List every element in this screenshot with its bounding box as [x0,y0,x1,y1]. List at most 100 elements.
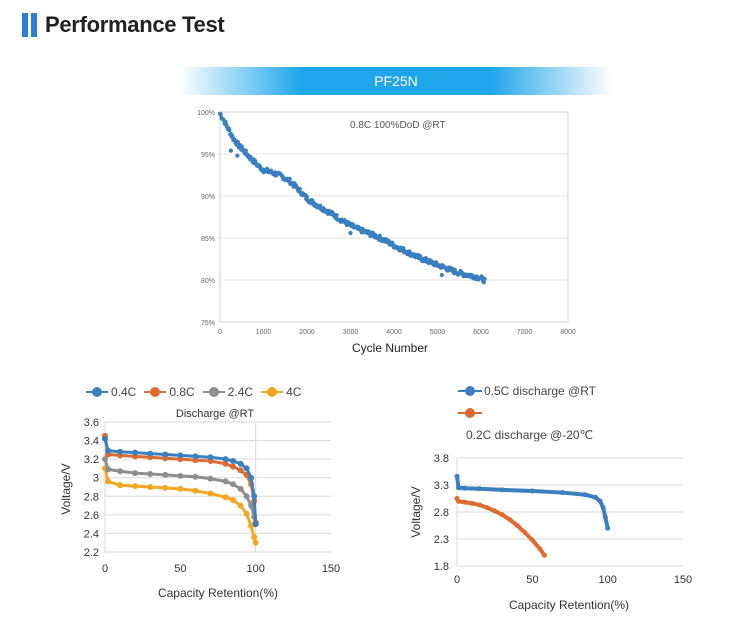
legend-marker [86,387,108,397]
series-line [103,438,258,525]
y-axis-label: Voltage/V [59,463,73,514]
data-point [456,498,462,504]
data-point [177,485,184,492]
data-point [147,450,154,457]
data-point [248,474,255,481]
data-point [318,203,323,208]
data-point [102,435,108,442]
data-point [162,471,169,478]
x-tick-label: 50 [174,563,186,575]
legend-item: 2.4C [202,385,253,399]
legend-item [458,408,596,418]
x-axis-label: Capacity Retention(%) [509,598,629,612]
legend-marker [458,408,482,418]
discharge-rate-chart: Discharge @RT 2.2 2.4 2.6 2.8 3 3.2 3.4 3.6 0 50… [59,408,340,600]
x-tick-label: 3000 [343,329,359,336]
data-point [105,447,112,454]
data-point [192,453,199,460]
x-tick-label: 100 [246,563,264,575]
x-axis-label: Cycle Number [352,341,428,355]
y-tick-label: 3.3 [434,480,449,492]
legend-item: 0.8C [144,385,195,399]
data-point [237,502,244,509]
legend-label: 0.8C [169,385,195,399]
data-series [454,473,611,558]
data-point [456,485,462,491]
y-tick-label: 75% [201,320,215,327]
data-point [252,521,259,528]
data-point [469,500,475,506]
y-tick-label: 2.2 [84,547,99,559]
data-point [243,493,250,500]
y-tick-label: 2.4 [84,528,99,540]
legend-item: 0.5C discharge @RT [458,384,596,398]
data-point [230,497,237,503]
legend-marker [458,386,482,396]
y-tick-label: 2.3 [434,534,449,546]
data-point [207,454,214,461]
data-point [529,537,535,543]
data-point [482,276,487,281]
legend-item: 4C [261,385,301,399]
y-tick-label: 2.8 [84,491,99,503]
data-point [243,148,248,153]
data-point [582,492,588,498]
x-axis-label: Capacity Retention(%) [158,586,278,600]
data-point [248,523,255,529]
x-tick-labels: 0 50 100 150 [454,574,692,586]
data-point [227,128,232,133]
data-point [484,505,490,511]
x-tick-label: 5000 [430,329,446,336]
data-point [605,525,611,531]
header-accent-bar [31,13,37,37]
data-point [454,473,460,479]
data-point [117,482,124,489]
x-tick-label: 150 [674,574,692,586]
chart-grid [104,421,331,553]
y-tick-label: 1.8 [434,561,449,573]
y-tick-label: 3.8 [434,453,449,465]
data-point [222,460,229,467]
data-point [230,481,237,488]
data-point [132,449,139,456]
section-header: Performance Test [22,12,225,38]
data-point [462,499,468,505]
data-point [499,512,505,518]
data-point [162,451,169,458]
data-point [117,448,124,455]
y-tick-label: 95% [201,152,215,159]
chart-legend: 0.4C 0.8C 2.4C 4C [86,385,309,399]
x-tick-label: 100 [598,574,616,586]
legend-label: 4C [286,385,302,399]
page-title: Performance Test [45,12,225,37]
data-point [334,213,339,218]
data-series [102,432,259,546]
data-point [477,502,483,508]
y-tick-label: 3.6 [84,417,99,429]
data-point [597,498,603,504]
data-point [237,467,244,474]
series-line [455,496,547,558]
y-tick-labels: 75% 80% 85% 90% 95% 100% [197,110,215,327]
data-point [207,475,214,482]
data-point [132,470,139,477]
chart-title: Discharge @RT [176,408,254,420]
data-point [243,510,250,517]
x-tick-label: 150 [322,563,340,575]
cycle-life-chart: 75% 80% 85% 90% 95% 100% 0 1000 2000 3000 4000 500… [197,110,576,355]
data-point [239,144,244,149]
model-banner: PF25N [180,67,612,95]
temperature-discharge-chart: 1.8 2.3 2.8 3.3 3.8 0 50 100 150 Voltage/V Capa… [409,453,692,612]
data-point [235,153,240,158]
series-line [103,458,258,525]
data-point [132,483,139,490]
data-points [217,111,487,285]
data-point [162,484,169,491]
data-point [243,465,250,472]
data-point [602,514,608,520]
x-tick-label: 1000 [256,329,272,336]
data-point [192,473,199,480]
data-point [387,239,392,244]
data-point [105,466,112,473]
x-tick-label: 7000 [517,329,533,336]
